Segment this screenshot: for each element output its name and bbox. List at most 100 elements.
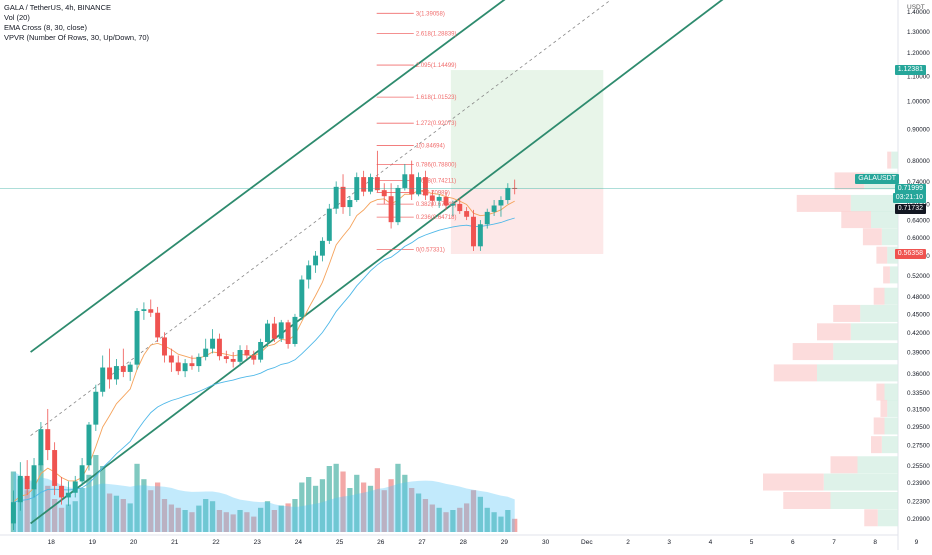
vpvr-up-bar xyxy=(833,343,898,361)
volume-bar xyxy=(93,455,99,532)
candle-body xyxy=(340,186,346,208)
price-tag: 0.71732 xyxy=(894,203,926,214)
volume-bar xyxy=(196,505,202,532)
vpvr-down-bar xyxy=(830,456,858,474)
volume-bar xyxy=(86,474,92,532)
price-tag: 1.12381 xyxy=(894,65,926,76)
vpvr-up-bar xyxy=(823,473,898,491)
vpvr-up-bar xyxy=(860,304,898,322)
vpvr-down-bar xyxy=(887,151,892,169)
volume-bar xyxy=(333,463,339,532)
price-tick-label: 0.25500 xyxy=(907,463,930,470)
candle-body xyxy=(333,186,339,209)
volume-bar xyxy=(264,501,271,532)
candle-body xyxy=(251,355,257,360)
candle-body xyxy=(237,350,243,362)
candle-body xyxy=(86,424,92,466)
volume-bar xyxy=(422,499,429,532)
vpvr-down-bar xyxy=(883,266,890,284)
candle-body xyxy=(196,356,202,367)
price-tag: 0.56358 xyxy=(894,248,926,259)
volume-bar xyxy=(464,503,470,532)
legend-symbol[interactable]: GALA / TetherUS, 4h, BINANCE xyxy=(4,3,111,12)
price-tick-label: 0.23900 xyxy=(907,480,930,487)
volume-bar xyxy=(189,512,195,532)
vpvr-down-bar xyxy=(864,509,878,527)
volume-bar xyxy=(79,488,85,532)
candle-body xyxy=(65,492,71,498)
vpvr-down-bar xyxy=(763,473,824,491)
volume-bar xyxy=(470,490,477,532)
candle-body xyxy=(436,196,442,201)
candle-body xyxy=(31,465,37,490)
volume-bar xyxy=(319,479,326,532)
price-tick-label: 1.20000 xyxy=(907,50,930,57)
legend-ema[interactable]: EMA Cross (8, 30, close) xyxy=(4,23,87,32)
candle-body xyxy=(120,366,126,372)
volume-bar xyxy=(306,477,312,532)
stop-zone xyxy=(450,188,604,254)
fib-label: 1(0.84694) xyxy=(416,143,445,149)
candle-body xyxy=(113,366,119,380)
time-tick-label: 4 xyxy=(709,539,713,546)
candle-body xyxy=(189,363,195,367)
volume-bar xyxy=(237,510,243,532)
volume-bar xyxy=(100,466,106,532)
candle-body xyxy=(148,309,154,313)
vpvr-down-bar xyxy=(876,383,885,401)
candle-body xyxy=(79,465,85,482)
candle-body xyxy=(347,200,353,208)
candle-body xyxy=(175,362,181,372)
volume-bar xyxy=(429,504,435,532)
volume-bar xyxy=(216,510,223,532)
candle-body xyxy=(210,338,216,349)
volume-bar xyxy=(436,507,442,532)
legend-vol[interactable]: Vol (20) xyxy=(4,13,30,22)
legend-vpvr[interactable]: VPVR (Number Of Rows, 30, Up/Down, 70) xyxy=(4,33,150,42)
candle-body xyxy=(107,367,113,380)
axis-currency: USDT xyxy=(907,4,925,11)
time-tick-label: 18 xyxy=(48,539,56,546)
candle-body xyxy=(271,323,277,339)
candle-body xyxy=(258,341,264,360)
volume-bar xyxy=(175,507,181,532)
vpvr-up-bar xyxy=(887,246,898,264)
price-tick-label: 0.29500 xyxy=(907,424,930,431)
time-tick-label: 5 xyxy=(750,539,754,546)
price-tag: 0.71999 xyxy=(894,183,926,194)
candle-body xyxy=(59,485,64,498)
candle-body xyxy=(450,203,456,206)
volume-bar xyxy=(388,479,394,532)
chart-legend: GALA / TetherUS, 4h, BINANCE Vol (20) EM… xyxy=(4,3,149,43)
vpvr-up-bar xyxy=(884,417,898,435)
volume-bar xyxy=(230,514,236,532)
time-tick-label: 25 xyxy=(336,539,344,546)
price-axis: 1.40000 1.30000 1.20000 1.10000 1.00000 0.900… xyxy=(907,9,930,523)
volume-bar xyxy=(134,463,140,532)
vpvr-down-bar xyxy=(876,246,888,264)
price-tick-label: 0.22300 xyxy=(907,498,930,505)
time-tick-label: 6 xyxy=(791,539,795,546)
vpvr-histogram xyxy=(763,151,898,527)
candle-body xyxy=(505,187,511,201)
candle-body xyxy=(484,211,490,225)
vpvr-down-bar xyxy=(796,194,851,212)
candle-body xyxy=(223,356,229,359)
candle-body xyxy=(72,481,78,493)
time-tick-label: 9 xyxy=(915,539,919,546)
vpvr-down-bar xyxy=(862,228,882,246)
volume-bar xyxy=(58,507,65,532)
vpvr-up-bar xyxy=(881,228,898,246)
volume-bars xyxy=(10,455,518,532)
price-tick-label: 0.52000 xyxy=(907,273,930,280)
candle-body xyxy=(319,240,325,256)
target-zone xyxy=(450,70,604,189)
volume-bar xyxy=(354,474,360,532)
candle-body xyxy=(155,312,161,338)
channel-mid-line xyxy=(30,0,612,436)
volume-bar xyxy=(484,507,490,532)
candle-body xyxy=(361,177,367,192)
candle-body xyxy=(203,348,209,357)
